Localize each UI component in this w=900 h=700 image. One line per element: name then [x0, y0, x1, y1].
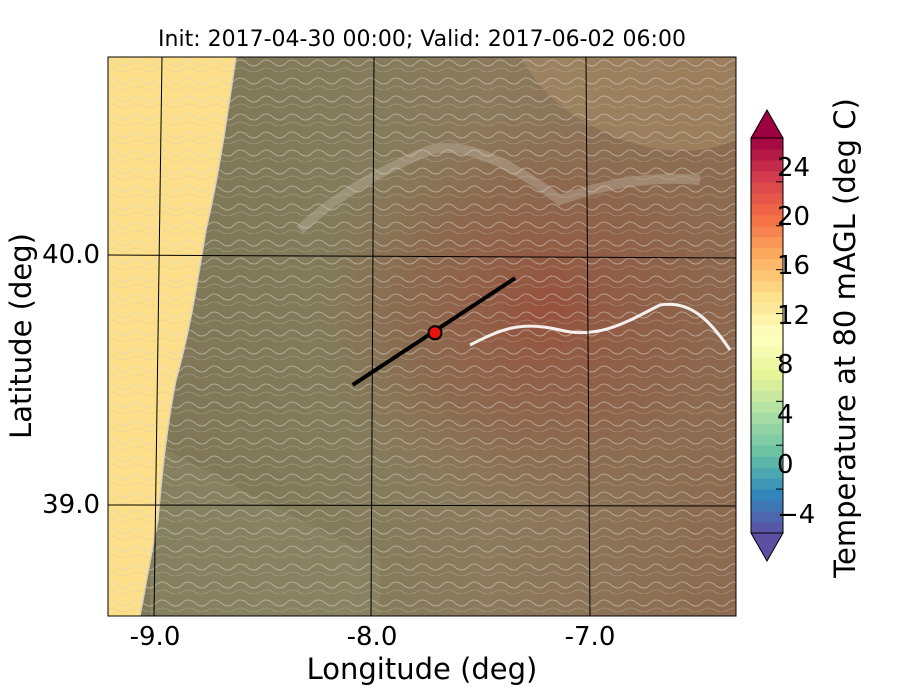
colorbar-band — [751, 390, 783, 402]
colorbar-band — [751, 214, 783, 227]
meridian-line — [153, 57, 163, 616]
colorbar-band — [751, 522, 783, 534]
colorbar-band — [751, 412, 783, 424]
colorbar-band — [751, 313, 783, 326]
colorbar-band — [751, 138, 783, 150]
colorbar-tick-label: 20 — [777, 202, 811, 232]
meridian-line — [585, 57, 591, 616]
meridian-line — [370, 57, 375, 616]
colorbar-band — [751, 203, 783, 216]
colorbar-band — [751, 500, 783, 512]
colorbar-band — [751, 379, 783, 391]
colorbar-band — [751, 148, 783, 161]
x-tick-label: -9.0 — [129, 622, 181, 652]
colorbar-tick-label: 0 — [777, 450, 794, 480]
colorbar-band — [751, 368, 783, 380]
y-tick-label: 39.0 — [42, 490, 100, 520]
colorbar-band — [751, 302, 783, 315]
colorbar-extend-bottom — [750, 532, 784, 563]
colorbar-band — [751, 423, 783, 435]
parallel-line — [108, 504, 736, 507]
colorbar-band — [751, 159, 783, 172]
colorbar-band — [751, 236, 783, 249]
colorbar-tick-label: 16 — [777, 251, 811, 281]
map-frame — [107, 56, 737, 617]
colorbar-band — [751, 181, 783, 194]
colorbar-band — [751, 511, 783, 523]
colorbar-label: Temperature at 80 mAGL (deg C) — [828, 98, 862, 578]
colorbar-tick-label: 4 — [777, 400, 794, 430]
river — [469, 302, 732, 351]
colorbar-band — [751, 357, 783, 369]
x-tick-label: -7.0 — [564, 622, 616, 652]
colorbar-band — [751, 434, 783, 446]
y-tick-label: 40.0 — [42, 240, 100, 270]
colorbar-band — [751, 401, 783, 413]
colorbar-extend-top — [750, 108, 784, 139]
colorbar-band — [751, 192, 783, 205]
contour-lines — [108, 57, 736, 616]
colorbar-band — [751, 489, 783, 501]
colorbar-band — [751, 269, 783, 282]
plot-title: Init: 2017-04-30 00:00; Valid: 2017-06-0… — [158, 27, 686, 52]
colorbar-tick-label: 8 — [777, 350, 794, 380]
colorbar-band — [751, 467, 783, 479]
colorbar-band — [751, 478, 783, 490]
colorbar-band — [751, 335, 783, 347]
colorbar-band — [751, 247, 783, 260]
colorbar-band — [751, 324, 783, 336]
x-tick-label: -8.0 — [346, 622, 398, 652]
colorbar-band — [751, 258, 783, 271]
colorbar-band — [751, 225, 783, 238]
colorbar-band — [751, 280, 783, 293]
colorbar-band — [751, 170, 783, 183]
parallel-line — [108, 254, 736, 259]
x-axis-label: Longitude (deg) — [306, 652, 538, 686]
colorbar-tick-label: 12 — [777, 301, 811, 331]
colorbar-band — [751, 346, 783, 358]
location-marker — [427, 325, 443, 341]
graticule — [108, 57, 736, 616]
colorbar-band — [751, 445, 783, 457]
colorbar-band — [751, 456, 783, 468]
colorbar-frame — [750, 137, 784, 534]
colorbar-band — [751, 291, 783, 304]
colorbar-tick-label: −4 — [777, 500, 816, 530]
colorbar-tick-label: 24 — [777, 153, 811, 183]
